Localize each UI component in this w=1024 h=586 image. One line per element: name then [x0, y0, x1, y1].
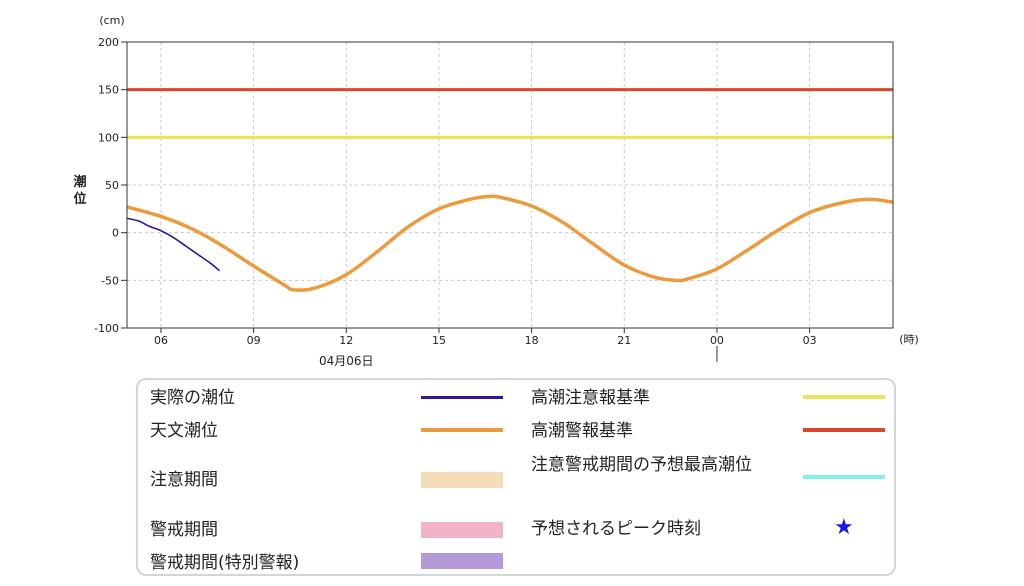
x-unit-label: (時)	[899, 333, 919, 346]
legend-label-warning-level: 高潮警報基準	[531, 421, 633, 441]
y-tick-label: 150	[98, 84, 119, 97]
series-line-actual	[126, 217, 221, 272]
legend-swatch-max-tide	[803, 475, 885, 479]
x-tick-label: 15	[432, 334, 446, 347]
date-label: 04月06日	[319, 354, 374, 368]
x-tick-label: 09	[247, 334, 261, 347]
y-tick-label: 50	[105, 179, 119, 192]
y-axis-label-2: 位	[73, 191, 86, 207]
tide-chart: -100 -50 0 50 100 150 200 06 09 12 15 18 21 00 03 (cm…	[73, 14, 919, 368]
y-tick-label: -100	[94, 322, 119, 335]
threshold-lines	[127, 88, 893, 139]
legend: 実際の潮位 天文潮位 注意期間 警戒期間 警戒期間(特別警報) 高潮注意報基準 …	[136, 378, 896, 576]
y-tick-label: 200	[98, 36, 119, 49]
legend-swatch-warning	[421, 522, 503, 538]
y-tick-label: -50	[101, 274, 119, 287]
x-tick-label: 06	[154, 334, 168, 347]
y-tick-labels: -100 -50 0 50 100 150 200	[94, 36, 119, 335]
legend-label-caution: 注意期間	[150, 470, 218, 490]
legend-swatch-astronomical	[421, 428, 503, 432]
legend-label-max-tide: 注意警戒期間の予想最高潮位	[531, 455, 752, 475]
legend-label-astronomical: 天文潮位	[150, 421, 218, 441]
y-unit-label: (cm)	[99, 14, 124, 27]
x-tick-labels: 06 09 12 15 18 21 00 03	[154, 334, 817, 347]
legend-label-special-warning: 警戒期間(特別警報)	[150, 553, 300, 573]
star-icon: ★	[834, 515, 854, 540]
legend-swatch-actual	[421, 396, 503, 399]
legend-swatch-special-warning	[421, 553, 503, 569]
legend-label-advisory-level: 高潮注意報基準	[531, 388, 650, 408]
legend-swatch-warning-level	[803, 428, 885, 432]
y-tick-label: 100	[98, 131, 119, 144]
series-lines	[126, 194, 894, 292]
x-tick-label: 18	[525, 334, 539, 347]
x-tick-label: 21	[617, 334, 631, 347]
legend-label-actual: 実際の潮位	[150, 388, 235, 408]
plot-frame	[126, 41, 894, 329]
legend-swatch-caution	[421, 472, 503, 488]
y-tick-label: 0	[112, 227, 119, 240]
legend-swatch-advisory-level	[803, 395, 885, 399]
legend-label-peak-time: 予想されるピーク時刻	[531, 519, 701, 539]
legend-label-warning: 警戒期間	[150, 520, 218, 540]
x-tick-label: 00	[710, 334, 724, 347]
y-axis-label: 潮	[73, 174, 86, 190]
x-tick-label: 03	[803, 334, 817, 347]
x-tick-label: 12	[339, 334, 353, 347]
series-line-astronomical	[126, 194, 894, 292]
grid	[121, 41, 893, 333]
